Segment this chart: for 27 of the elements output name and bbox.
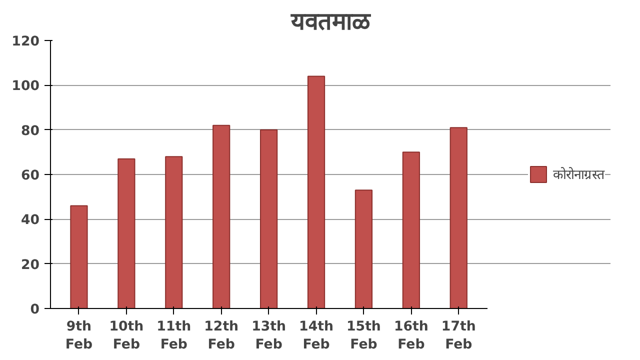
x-tick-label: 16th Feb [394,320,428,352]
y-tick-label: 40 [20,213,40,228]
x-tick-label: 12th Feb [204,320,239,352]
bar [118,158,136,308]
x-tick-label: 17th Feb [441,320,476,352]
legend-label: कोरोनाग्रस्त [553,166,605,183]
x-tick-label: 11th Feb [156,320,192,352]
x-tick-label: 10th Feb [109,320,144,352]
y-tick-label: 60 [20,168,40,184]
bar [307,76,326,308]
bar [402,152,420,308]
y-tick-label: 80 [20,124,40,139]
x-tick-label: 9th Feb [65,320,93,352]
x-tick-label: 13th Feb [252,320,286,352]
y-tick-label: 20 [20,258,40,273]
bar [450,127,468,308]
bar [70,205,88,308]
bar [165,156,183,308]
bar [212,124,230,308]
y-tick-label: 100 [12,79,40,94]
y-tick-label: 0 [30,302,40,318]
x-tick-label: 15th Feb [346,320,381,352]
y-tick-label: 120 [12,34,40,50]
bar [354,190,373,308]
chart-title: यवतमाळ [290,8,372,36]
bar [260,129,278,308]
x-tick-label: 14th Feb [299,320,334,352]
